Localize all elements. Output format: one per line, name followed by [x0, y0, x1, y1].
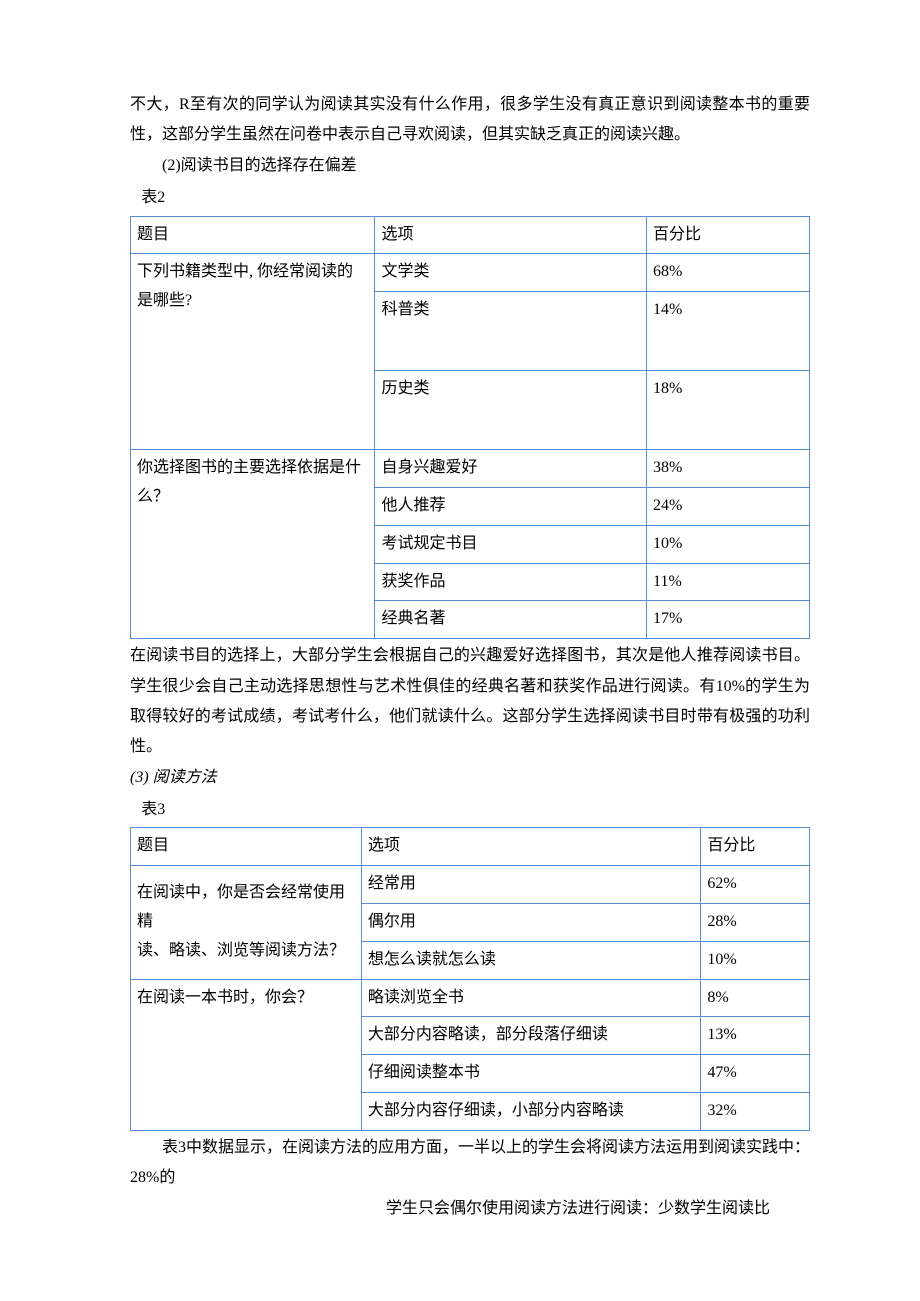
table2-label: 表2: [130, 183, 810, 213]
percent-cell: 11%: [647, 563, 810, 601]
percent-cell: 18%: [647, 371, 810, 450]
question-text: 下列书籍类型中, 你经常阅读的: [137, 263, 353, 280]
percent-cell: 14%: [647, 292, 810, 371]
percent-cell: 62%: [701, 866, 810, 904]
option-cell: 大部分内容略读，部分段落仔细读: [361, 1017, 701, 1055]
percent-cell: 47%: [701, 1055, 810, 1093]
option-cell: 大部分内容仔细读，小部分内容略读: [361, 1093, 701, 1131]
percent-cell: 10%: [701, 941, 810, 979]
mid-paragraph: 在阅读书目的选择上，大部分学生会根据自己的兴趣爱好选择图书，其次是他人推荐阅读书…: [130, 641, 810, 763]
subheading-3: (3) 阅读方法: [130, 763, 810, 793]
table-row: 在阅读一本书时，你会？ 略读浏览全书 8%: [131, 979, 810, 1017]
percent-cell: 10%: [647, 525, 810, 563]
option-cell: 经典名著: [375, 601, 647, 639]
question-text: 是哪些?: [137, 292, 192, 309]
table-row: 下列书籍类型中, 你经常阅读的 是哪些? 文学类 68%: [131, 254, 810, 292]
header-cell: 选项: [361, 828, 701, 866]
percent-cell: 68%: [647, 254, 810, 292]
table-3: 题目 选项 百分比 在阅读中，你是否会经常使用精 读、略读、浏览等阅读方法？ 经…: [130, 827, 810, 1130]
outro-paragraph-1: 表3中数据显示，在阅读方法的应用方面，一半以上的学生会将阅读方法运用到阅读实践中…: [130, 1133, 810, 1194]
header-cell: 百分比: [701, 828, 810, 866]
header-cell: 题目: [131, 216, 375, 254]
header-cell: 选项: [375, 216, 647, 254]
option-cell: 考试规定书目: [375, 525, 647, 563]
option-cell: 获奖作品: [375, 563, 647, 601]
option-cell: 偶尔用: [361, 904, 701, 942]
option-cell: 历史类: [375, 371, 647, 450]
question-text: 读、略读、浏览等阅读方法？: [137, 942, 345, 959]
table-row: 你选择图书的主要选择依据是什么？ 自身兴趣爱好 38%: [131, 450, 810, 488]
table3-label: 表3: [130, 795, 810, 825]
question-cell: 你选择图书的主要选择依据是什么？: [131, 450, 375, 639]
percent-cell: 17%: [647, 601, 810, 639]
question-cell: 在阅读中，你是否会经常使用精 读、略读、浏览等阅读方法？: [131, 866, 362, 979]
subheading-2: (2)阅读书目的选择存在偏差: [130, 151, 810, 181]
percent-cell: 24%: [647, 487, 810, 525]
option-cell: 自身兴趣爱好: [375, 450, 647, 488]
table-row: 题目 选项 百分比: [131, 216, 810, 254]
table-2: 题目 选项 百分比 下列书籍类型中, 你经常阅读的 是哪些? 文学类 68% 科…: [130, 216, 810, 640]
header-cell: 百分比: [647, 216, 810, 254]
percent-cell: 13%: [701, 1017, 810, 1055]
outro-paragraph-2: 学生只会偶尔使用阅读方法进行阅读：少数学生阅读比: [130, 1194, 810, 1224]
question-cell: 下列书籍类型中, 你经常阅读的 是哪些?: [131, 254, 375, 450]
option-cell: 他人推荐: [375, 487, 647, 525]
table-row: 题目 选项 百分比: [131, 828, 810, 866]
percent-cell: 38%: [647, 450, 810, 488]
header-cell: 题目: [131, 828, 362, 866]
option-cell: 科普类: [375, 292, 647, 371]
option-cell: 略读浏览全书: [361, 979, 701, 1017]
percent-cell: 32%: [701, 1093, 810, 1131]
percent-cell: 28%: [701, 904, 810, 942]
intro-paragraph: 不大，R至有次的同学认为阅读其实没有什么作用，很多学生没有真正意识到阅读整本书的…: [130, 90, 810, 151]
option-cell: 仔细阅读整本书: [361, 1055, 701, 1093]
question-cell: 在阅读一本书时，你会？: [131, 979, 362, 1130]
option-cell: 经常用: [361, 866, 701, 904]
question-text: 在阅读中，你是否会经常使用精: [137, 884, 345, 930]
table-row: 在阅读中，你是否会经常使用精 读、略读、浏览等阅读方法？ 经常用 62%: [131, 866, 810, 904]
option-cell: 想怎么读就怎么读: [361, 941, 701, 979]
option-cell: 文学类: [375, 254, 647, 292]
percent-cell: 8%: [701, 979, 810, 1017]
